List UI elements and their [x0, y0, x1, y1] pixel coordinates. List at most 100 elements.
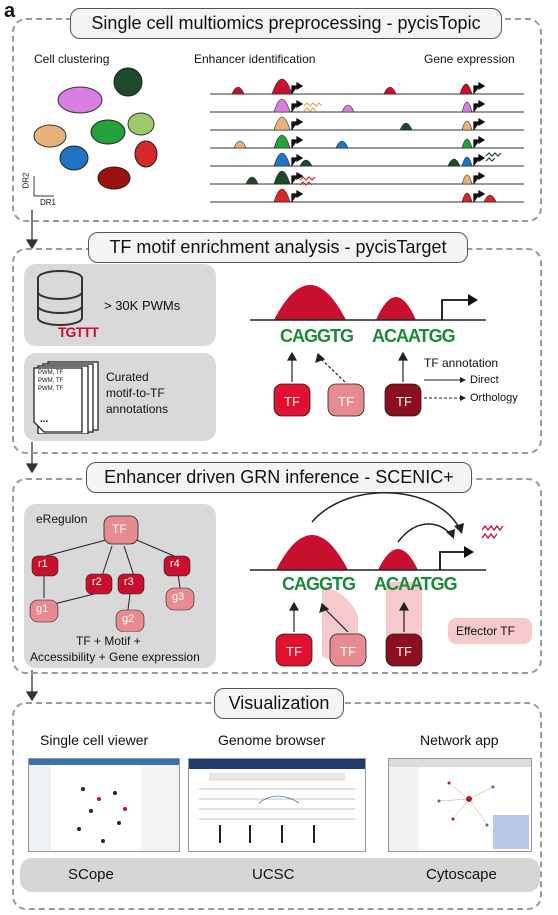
axis-dr1: DR1: [40, 198, 57, 207]
visualization-title: Visualization: [214, 688, 344, 719]
peak-gene-5: [461, 156, 473, 167]
peak-gene-1: [459, 83, 473, 95]
tf-label-2: TF: [338, 394, 354, 409]
g3-label: g3: [172, 591, 185, 603]
grn-tf-red: [275, 633, 313, 667]
ucsc-label: UCSC: [252, 866, 295, 883]
tf-box-red: [273, 383, 311, 417]
eregulon-network: [29, 515, 195, 632]
gene-node-g2: [115, 609, 145, 632]
peak-gene-3: [461, 120, 473, 131]
doc-line-2: PWM, TF: [38, 378, 64, 384]
tss-arrow: [441, 299, 470, 320]
enhancer-peak-2: [376, 297, 416, 320]
enhancer-tracks: [210, 78, 524, 203]
cluster-darkred: [97, 166, 131, 190]
peak-main-3: [273, 116, 291, 131]
r1-label: r1: [38, 558, 48, 570]
doc-line-3: PWM, TF: [38, 386, 64, 392]
regulation-arc-2: [397, 523, 453, 543]
tf-arrows: [286, 351, 409, 383]
peak-gene-7: [461, 192, 473, 203]
peak-d: [383, 86, 397, 95]
peak-j: [245, 176, 259, 185]
peak-main-4: [273, 134, 291, 149]
doc-line-1: PWM, TF: [38, 370, 64, 376]
formula-line-2: Accessibility + Gene expression: [30, 650, 200, 664]
cell-clusters-plot: [33, 67, 158, 197]
panel-label: a: [4, 0, 16, 22]
gene-expression-label: Gene expression: [424, 52, 515, 66]
tf-box-darkred: [384, 383, 422, 417]
pwm-logo: TGTTT: [58, 324, 99, 340]
scope-label: SCope: [68, 866, 114, 883]
tf-annotation-title: TF annotation: [424, 356, 499, 370]
r3-label: r3: [124, 576, 134, 588]
g2-label: g2: [122, 613, 135, 625]
cluster-darkgreen: [113, 67, 143, 97]
grn-motif-logo-1: CAGGTG: [282, 574, 356, 594]
grn-tf-darkred: [385, 633, 423, 667]
enhancer-peaks: [231, 78, 497, 203]
scenic-binding-diagram: [250, 491, 532, 667]
r2-label: r2: [92, 576, 102, 588]
orthology-label: Orthology: [470, 392, 518, 404]
grn-title: Enhancer driven GRN inference - SCENIC+: [86, 462, 472, 493]
peak-main-5: [273, 152, 291, 167]
gene-node-g1: [29, 599, 59, 623]
grn-motif-logo-2: ACAATGG: [374, 574, 458, 594]
peak-a: [231, 86, 245, 95]
tools-bar: [20, 858, 540, 892]
tf-label-3: TF: [396, 394, 412, 409]
cluster-lightgreen: [127, 112, 155, 136]
peak-f: [233, 140, 247, 149]
peak-gene-6: [461, 174, 473, 185]
eregulon-tf-node: [103, 515, 139, 545]
peak-i: [483, 194, 497, 203]
gene-node-g3: [165, 587, 195, 611]
curated-line-3: annotations: [106, 402, 169, 416]
curated-line-2: motif-to-TF: [106, 386, 165, 400]
region-node-r2: [85, 573, 113, 595]
track-lines: [210, 93, 524, 203]
region-node-r4: [163, 555, 191, 577]
grn-tf-label-2: TF: [340, 644, 356, 659]
scope-screenshot: [28, 758, 180, 852]
peak-gene-4: [461, 138, 473, 149]
cluster-orange: [33, 124, 67, 148]
cytoscape-label: Cytoscape: [426, 866, 497, 883]
cytoscape-screenshot: [388, 758, 532, 852]
enhancer-peak-1: [274, 285, 346, 320]
motif-logo-2: ACAATGG: [372, 326, 456, 346]
cluster-blobs: [33, 67, 158, 190]
cell-clustering-label: Cell clustering: [34, 52, 110, 66]
r4-label: r4: [170, 558, 180, 570]
motif-logo-1: CAGGTG: [280, 326, 354, 346]
peak-main-6: [273, 170, 291, 185]
region-node-r1: [31, 555, 59, 577]
grn-peak-1: [276, 535, 348, 570]
expression-wave: [481, 524, 504, 540]
peak-c: [299, 159, 313, 167]
peak-main-1: [271, 78, 293, 95]
document-stack-icon: ...: [33, 361, 99, 434]
axis-dr2: DR2: [21, 172, 31, 189]
peak-gene-2: [461, 101, 473, 113]
motif-binding-diagram: [250, 285, 486, 417]
peak-b: [341, 104, 355, 113]
formula-line-1: TF + Motif +: [76, 634, 141, 648]
region-node-r3: [117, 573, 145, 595]
peak-main-2: [273, 98, 291, 113]
tf-box-pink: [327, 383, 365, 417]
flow-arrows: [25, 210, 39, 702]
cluster-violet: [57, 86, 103, 114]
preprocessing-title: Single cell multiomics preprocessing - p…: [70, 8, 502, 39]
genome-browser-heading: Genome browser: [218, 732, 326, 748]
tss-arrows: [291, 81, 486, 202]
database-icon: [37, 270, 83, 326]
pwm-count: > 30K PWMs: [104, 298, 181, 313]
network-app-heading: Network app: [420, 732, 499, 748]
curated-line-1: Curated: [106, 370, 149, 384]
ucsc-screenshot: [188, 758, 366, 852]
